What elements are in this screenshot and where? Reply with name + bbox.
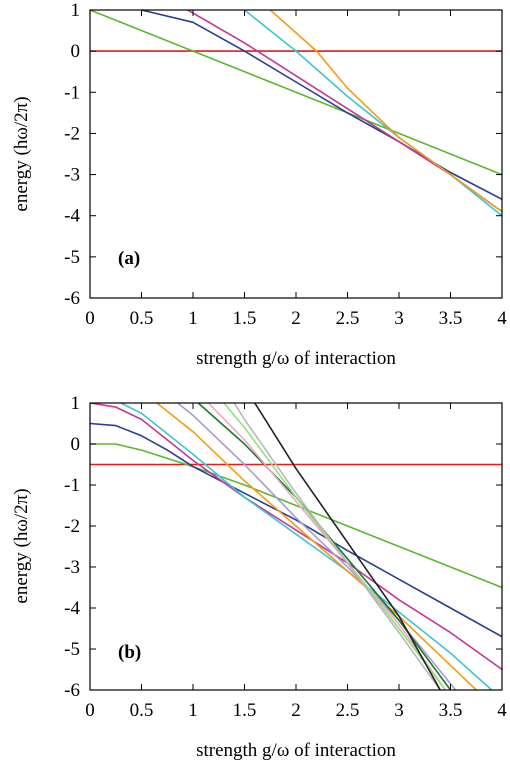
x-tick-label: 0.5 — [130, 700, 154, 721]
y-tick-label: 0 — [71, 41, 81, 62]
y-tick-label: -1 — [64, 475, 80, 496]
plot-lines — [90, 10, 502, 217]
x-axis-title: strength g/ω of interaction — [196, 740, 396, 761]
panel-label: (b) — [118, 642, 141, 663]
x-tick-label: 1 — [188, 308, 198, 329]
x-tick-label: 0 — [85, 700, 95, 721]
x-tick-label: 0.5 — [130, 308, 154, 329]
y-axis-title: energy (hω/2π) — [11, 96, 32, 211]
x-tick-label: 1.5 — [233, 308, 257, 329]
y-tick-label: -3 — [64, 557, 80, 578]
chart-panel-a: 0 0.5 1 1.5 2 2.5 3 3.5 4 1 0 -1 -2 -3 -4 -5 -6 energy (… — [11, 0, 507, 369]
x-tick-label: 0 — [85, 308, 95, 329]
series-line-6 — [269, 10, 502, 213]
series-line-3 — [141, 10, 502, 201]
x-tick-label: 4 — [497, 700, 507, 721]
series-line-3 — [90, 422, 502, 638]
series-line-10 — [223, 403, 447, 690]
y-tick-label: -2 — [64, 123, 80, 144]
x-tick-label: 2 — [291, 700, 301, 721]
x-tick-label: 3 — [394, 700, 404, 721]
x-tick-label: 3 — [394, 308, 404, 329]
series-line-5 — [120, 403, 493, 690]
chart-panel-b: 0 0.5 1 1.5 2 2.5 3 3.5 4 1 0 -1 -2 -3 -4 -5 -6 energy (… — [11, 393, 507, 761]
y-tick-label: -4 — [64, 206, 80, 227]
series-line-2 — [90, 10, 502, 176]
y-tick-label: 1 — [71, 0, 81, 21]
series-line-11 — [233, 403, 441, 690]
y-axis-title: energy (hω/2π) — [11, 488, 32, 603]
series-line-2 — [90, 443, 502, 589]
x-tick-label: 1 — [188, 700, 198, 721]
y-tick-label: -2 — [64, 516, 80, 537]
series-line-12 — [254, 403, 441, 690]
plot-frame — [89, 9, 503, 299]
y-tick-label: -6 — [64, 288, 80, 309]
x-tick-label: 3.5 — [439, 700, 463, 721]
x-axis-title: strength g/ω of interaction — [196, 348, 396, 369]
x-tick-label: 2 — [291, 308, 301, 329]
y-tick-label: 1 — [71, 393, 81, 414]
series-line-4 — [90, 403, 502, 671]
x-tick-label: 1.5 — [233, 700, 257, 721]
y-tick-label: -6 — [64, 680, 80, 701]
axis-ticks: 0 0.5 1 1.5 2 2.5 3 3.5 4 1 0 -1 -2 -3 -4 -5 -6 — [64, 393, 507, 721]
x-tick-label: 4 — [497, 308, 507, 329]
plot-frame — [89, 402, 503, 691]
y-tick-label: -4 — [64, 598, 80, 619]
y-tick-label: 0 — [71, 434, 81, 455]
y-tick-label: -3 — [64, 165, 80, 186]
y-tick-label: -5 — [64, 639, 80, 660]
y-tick-label: -1 — [64, 82, 80, 103]
panel-label: (a) — [118, 248, 140, 269]
x-tick-label: 3.5 — [439, 308, 463, 329]
x-tick-label: 2.5 — [336, 308, 360, 329]
series-line-6 — [156, 403, 477, 690]
plot-lines — [90, 403, 502, 690]
x-tick-label: 2.5 — [336, 700, 360, 721]
y-tick-label: -5 — [64, 247, 80, 268]
axis-ticks: 0 0.5 1 1.5 2 2.5 3 3.5 4 1 0 -1 -2 -3 -4 -5 -6 — [64, 0, 507, 329]
series-line-9 — [207, 403, 447, 690]
